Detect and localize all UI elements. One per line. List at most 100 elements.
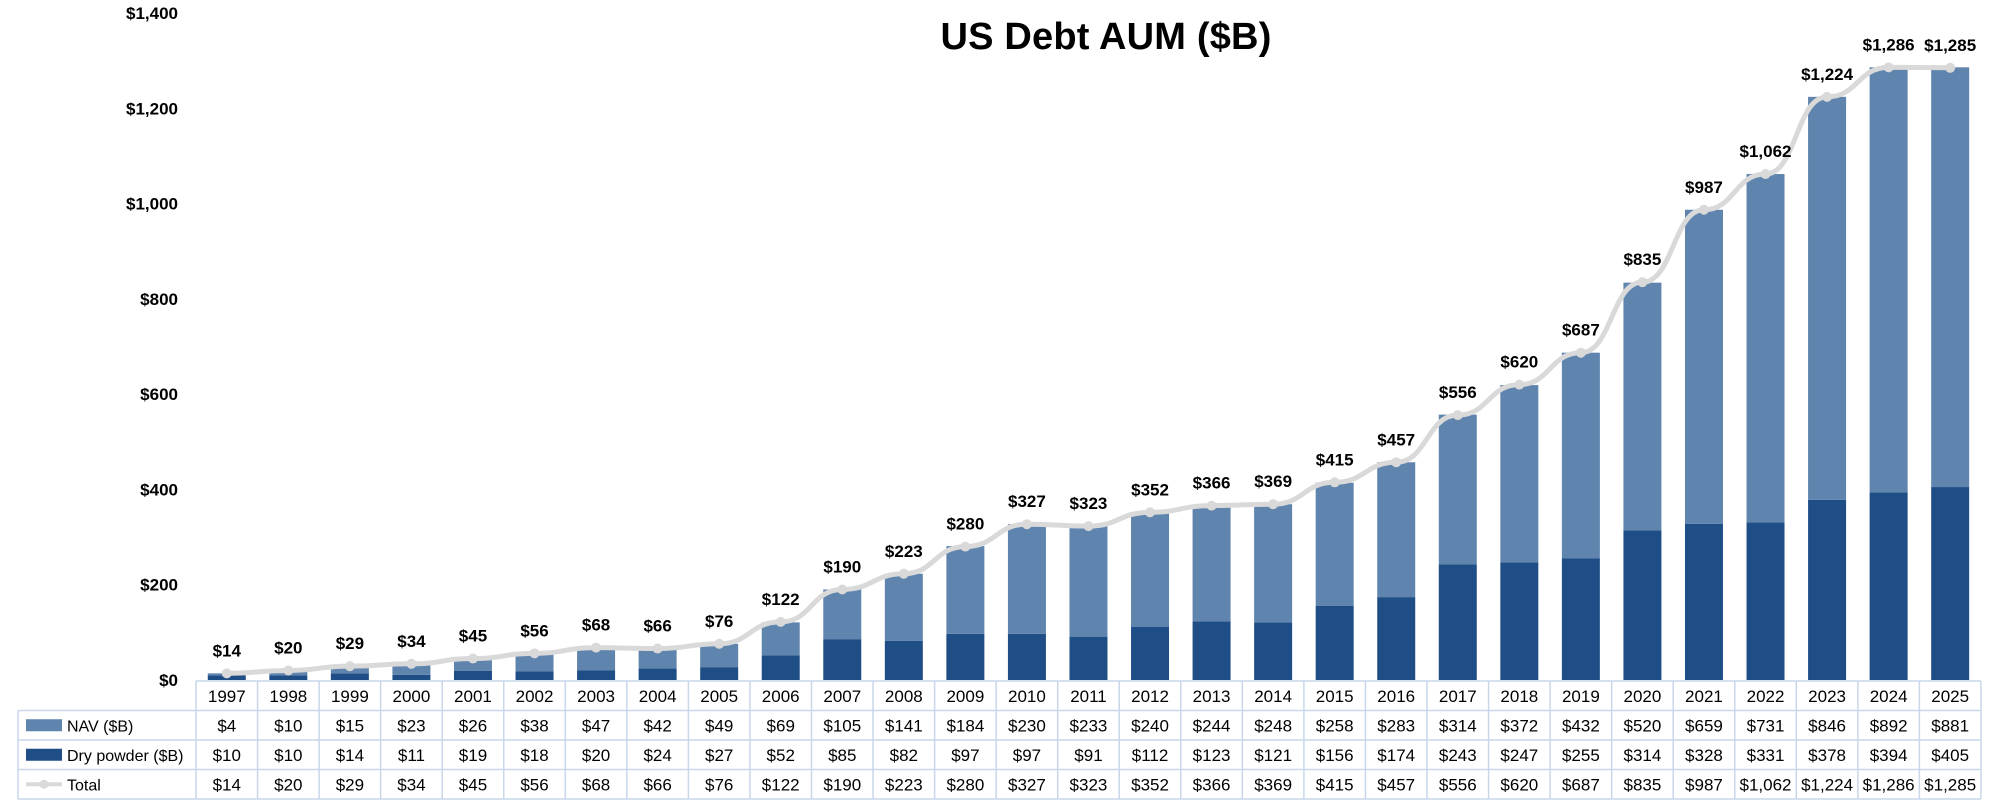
- table-year-header: 2007: [823, 687, 861, 706]
- total-point-2003: [591, 642, 602, 653]
- table-cell: $19: [459, 746, 487, 765]
- table-cell: $121: [1254, 746, 1292, 765]
- bar-nav-2017: [1438, 414, 1477, 565]
- legend-label: NAV ($B): [67, 718, 133, 735]
- y-tick-label: $1,000: [126, 195, 178, 214]
- table-cell: $327: [1008, 775, 1046, 794]
- table-year-header: 2010: [1008, 687, 1046, 706]
- table-cell: $1,286: [1863, 775, 1915, 794]
- table-cell: $10: [274, 746, 302, 765]
- total-point-2016: [1391, 457, 1402, 468]
- total-data-label: $369: [1254, 472, 1292, 491]
- table-year-header: 2018: [1500, 687, 1538, 706]
- legend-key-dry-powder: [26, 748, 62, 761]
- bar-dry-powder-2016: [1377, 597, 1416, 680]
- bar-nav-2009: [946, 546, 985, 634]
- table-cell: $184: [946, 716, 984, 735]
- total-point-2010: [1021, 519, 1032, 530]
- table-cell: $20: [582, 746, 610, 765]
- table-cell: $415: [1316, 775, 1354, 794]
- table-cell: $42: [643, 716, 671, 735]
- y-tick-label: $1,400: [126, 4, 178, 23]
- table-cell: $369: [1254, 775, 1292, 794]
- table-cell: $280: [946, 775, 984, 794]
- y-tick-label: $1,200: [126, 99, 178, 118]
- total-point-1997: [221, 668, 232, 679]
- total-data-label: $366: [1193, 474, 1231, 493]
- table-year-header: 1999: [331, 687, 369, 706]
- total-point-2021: [1698, 204, 1709, 215]
- table-cell: $366: [1193, 775, 1231, 794]
- total-point-2006: [775, 616, 786, 627]
- table-cell: $85: [828, 746, 856, 765]
- total-data-label: $122: [762, 590, 800, 609]
- bar-dry-powder-2001: [453, 670, 492, 680]
- table-cell: $352: [1131, 775, 1169, 794]
- table-year-header: 2009: [946, 687, 984, 706]
- bar-nav-2014: [1254, 504, 1293, 623]
- table-cell: $52: [767, 746, 795, 765]
- bar-dry-powder-2017: [1438, 564, 1477, 680]
- table-cell: $66: [643, 775, 671, 794]
- table-cell: $156: [1316, 746, 1354, 765]
- bar-nav-2020: [1623, 282, 1662, 531]
- bar-nav-2025: [1931, 67, 1970, 488]
- legend-key-nav: [26, 719, 62, 732]
- total-point-2023: [1822, 91, 1833, 102]
- table-cell: $56: [520, 775, 548, 794]
- y-tick-label: $800: [140, 290, 178, 309]
- total-data-label: $280: [946, 515, 984, 534]
- legend-label: Dry powder ($B): [67, 748, 183, 765]
- total-data-label: $835: [1624, 250, 1662, 269]
- total-data-label: $56: [520, 621, 548, 640]
- total-data-label: $1,285: [1924, 36, 1976, 55]
- table-cell: $378: [1808, 746, 1846, 765]
- total-point-2014: [1268, 499, 1279, 510]
- table-year-header: 2006: [762, 687, 800, 706]
- table-cell: $123: [1193, 746, 1231, 765]
- total-point-2009: [960, 541, 971, 552]
- total-point-2001: [467, 653, 478, 664]
- table-cell: $372: [1500, 716, 1538, 735]
- total-data-label: $556: [1439, 383, 1477, 402]
- table-cell: $283: [1377, 716, 1415, 735]
- bar-nav-2003: [577, 648, 616, 671]
- table-cell: $323: [1070, 775, 1108, 794]
- table-year-header: 2023: [1808, 687, 1846, 706]
- table-year-header: 2004: [639, 687, 677, 706]
- total-point-2025: [1945, 62, 1956, 73]
- bar-dry-powder-2019: [1561, 558, 1600, 680]
- bar-dry-powder-2022: [1746, 522, 1785, 680]
- table-cell: $82: [890, 746, 918, 765]
- bar-dry-powder-2005: [700, 667, 739, 680]
- total-point-2019: [1575, 347, 1586, 358]
- bar-dry-powder-2014: [1254, 622, 1293, 680]
- bar-nav-2022: [1746, 174, 1785, 523]
- total-point-2024: [1883, 62, 1894, 73]
- y-tick-label: $600: [140, 385, 178, 404]
- total-data-label: $323: [1070, 494, 1108, 513]
- total-point-2012: [1145, 507, 1156, 518]
- total-data-label: $223: [885, 542, 923, 561]
- table-year-header: 2022: [1747, 687, 1785, 706]
- bar-nav-2001: [453, 658, 492, 671]
- table-year-header: 2013: [1193, 687, 1231, 706]
- bar-dry-powder-2007: [823, 639, 862, 680]
- bar-nav-2019: [1561, 352, 1600, 559]
- total-data-label: $14: [213, 641, 242, 660]
- total-point-2011: [1083, 521, 1094, 532]
- bar-nav-2021: [1684, 209, 1723, 524]
- table-cell: $190: [823, 775, 861, 794]
- bar-nav-2012: [1131, 512, 1170, 627]
- total-data-label: $352: [1131, 480, 1169, 499]
- bar-nav-2006: [761, 622, 800, 656]
- total-point-2017: [1452, 410, 1463, 421]
- bar-dry-powder-2012: [1131, 626, 1170, 680]
- table-cell: $233: [1070, 716, 1108, 735]
- bar-dry-powder-2002: [515, 671, 554, 680]
- bar-dry-powder-2004: [638, 668, 677, 680]
- table-year-header: 2020: [1624, 687, 1662, 706]
- table-year-header: 2000: [393, 687, 431, 706]
- y-tick-label: $0: [159, 671, 178, 690]
- table-cell: $240: [1131, 716, 1169, 735]
